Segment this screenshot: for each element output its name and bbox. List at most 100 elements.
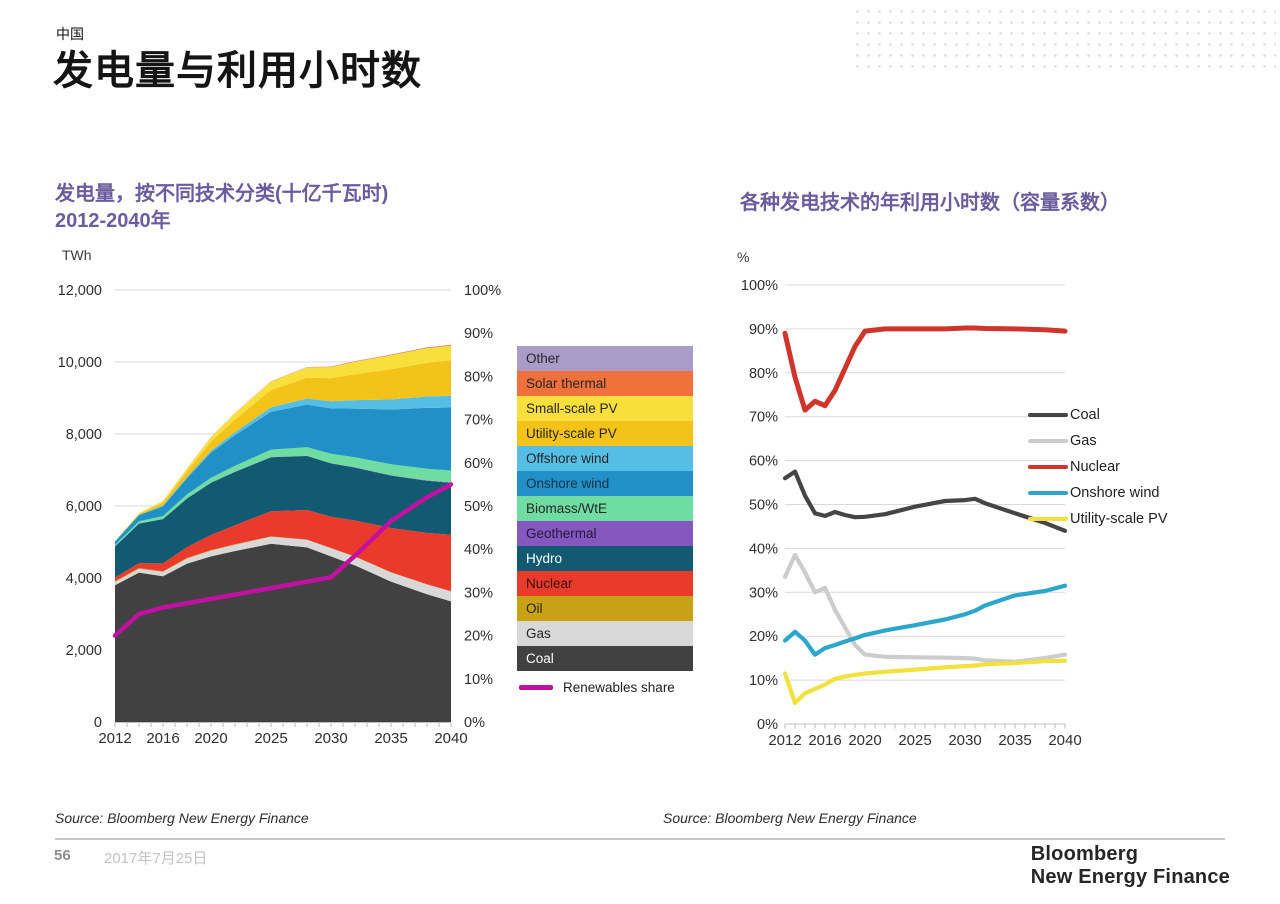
svg-text:40%: 40% [749, 541, 778, 557]
svg-text:2040: 2040 [1048, 732, 1081, 748]
bnef-logo: Bloomberg New Energy Finance [1031, 843, 1230, 889]
bnef-logo-line2: New Energy Finance [1030, 866, 1230, 888]
capacity-factor-line-onshore-wind [782, 583, 1068, 657]
country-label: 中国 [56, 26, 84, 42]
svg-text:60%: 60% [749, 454, 778, 470]
svg-text:90%: 90% [749, 322, 778, 338]
svg-text:2030: 2030 [314, 730, 347, 747]
area-band-small-scale-pv [115, 345, 451, 542]
legend-swatch-nuclear [1028, 465, 1068, 469]
svg-text:10%: 10% [749, 673, 778, 689]
svg-text:70%: 70% [749, 410, 778, 426]
renewables-legend-label: Renewables share [563, 680, 675, 695]
legend-item-small-scale-pv: Small-scale PV [517, 396, 693, 421]
svg-text:4,000: 4,000 [66, 571, 102, 587]
svg-text:0%: 0% [757, 717, 778, 733]
renewables-line-swatch [519, 685, 553, 690]
legend-swatch-onshore-wind [1028, 491, 1068, 495]
legend-label-nuclear: Nuclear [1070, 459, 1120, 475]
legend-label-gas: Gas [1070, 433, 1097, 449]
area-band-coal [115, 543, 451, 722]
svg-text:90%: 90% [464, 326, 493, 342]
area-band-hydro [115, 456, 451, 578]
svg-text:80%: 80% [464, 369, 493, 385]
svg-text:6,000: 6,000 [66, 499, 102, 515]
bnef-logo-line1: Bloomberg [1030, 843, 1139, 865]
legend-label-onshore-wind: Onshore wind [1070, 485, 1160, 501]
svg-text:40%: 40% [464, 542, 493, 558]
svg-text:2035: 2035 [998, 732, 1031, 748]
svg-text:0: 0 [94, 715, 102, 731]
svg-text:80%: 80% [749, 366, 778, 382]
capacity-factor-line-chart: 100% 90% 80% 70% 60% 50% 40% 30% 20% 10% 0%2012 201… [741, 278, 1082, 748]
right-axis-unit-label: % [737, 249, 750, 265]
svg-text:2020: 2020 [194, 730, 227, 747]
svg-text:50%: 50% [464, 499, 493, 515]
svg-text:30%: 30% [749, 585, 778, 601]
legend-item-gas: Gas [517, 621, 693, 646]
svg-text:30%: 30% [464, 585, 493, 601]
legend-swatch-gas [1028, 439, 1068, 443]
legend-item-other: Other [517, 346, 693, 371]
area-band-onshore-wind [115, 404, 451, 545]
source-note-left: Source: Bloomberg New Energy Finance [55, 810, 309, 826]
right-chart-title: 各种发电技术的年利用小时数（容量系数） [740, 192, 1120, 214]
left-chart-title: 发电量，按不同技术分类(十亿千瓦时) 2012-2040年 [55, 181, 545, 235]
svg-text:100%: 100% [464, 283, 501, 299]
legend-label-coal: Coal [1070, 407, 1100, 423]
footer-divider [55, 838, 1225, 840]
legend-item-coal: Coal [1028, 402, 1168, 428]
svg-text:8,000: 8,000 [66, 427, 102, 443]
svg-text:20%: 20% [464, 629, 493, 645]
generation-stacked-area-chart: 12,000 10,000 8,000 6,000 4,000 2,000 0 100% 90%… [58, 283, 502, 747]
svg-text:2016: 2016 [808, 732, 841, 748]
left-chart-title-line1: 发电量，按不同技术分类(十亿千瓦时) [55, 183, 389, 205]
slide-date: 2017年7月25日 [104, 850, 208, 867]
left-chart-title-line2: 2012-2040年 [55, 210, 171, 232]
capacity-factor-line-gas [782, 552, 1068, 664]
legend-item-utility-scale-pv: Utility-scale PV [517, 421, 693, 446]
page-number: 56 [54, 847, 71, 864]
capacity-factor-line-coal [782, 469, 1068, 533]
legend-item-solar-thermal: Solar thermal [517, 371, 693, 396]
legend-item-nuclear: Nuclear [1028, 454, 1168, 480]
legend-item-oil: Oil [517, 596, 693, 621]
legend-swatch-utility-scale-pv [1028, 517, 1068, 521]
legend-label-utility-scale-pv: Utility-scale PV [1070, 511, 1168, 527]
svg-text:2025: 2025 [254, 730, 287, 747]
area-band-utility-scale-pv [115, 360, 451, 542]
legend-item-nuclear: Nuclear [517, 571, 693, 596]
svg-text:2030: 2030 [948, 732, 981, 748]
svg-text:100%: 100% [741, 278, 778, 294]
legend-swatch-coal [1028, 413, 1068, 417]
renewables-share-legend: Renewables share [519, 680, 675, 695]
source-note-right: Source: Bloomberg New Energy Finance [663, 810, 917, 826]
svg-text:2020: 2020 [848, 732, 881, 748]
svg-text:2035: 2035 [374, 730, 407, 747]
svg-text:0%: 0% [464, 715, 485, 731]
legend-item-utility-scale-pv: Utility-scale PV [1028, 506, 1168, 532]
svg-text:2012: 2012 [768, 732, 801, 748]
legend-item-biomass-wte: Biomass/WtE [517, 496, 693, 521]
svg-text:10,000: 10,000 [58, 355, 102, 371]
legend-item-gas: Gas [1028, 428, 1168, 454]
renewables-share-line [112, 482, 454, 638]
svg-text:2040: 2040 [434, 730, 467, 747]
capacity-factor-line-utility-scale-pv [782, 658, 1068, 705]
left-axis-unit-label: TWh [62, 247, 92, 263]
svg-text:2,000: 2,000 [66, 643, 102, 659]
dot-pattern-decoration [852, 6, 1276, 74]
legend-item-onshore-wind: Onshore wind [517, 471, 693, 496]
svg-text:2016: 2016 [146, 730, 179, 747]
legend-item-coal: Coal [517, 646, 693, 671]
legend-item-geothermal: Geothermal [517, 521, 693, 546]
svg-text:10%: 10% [464, 672, 493, 688]
svg-text:70%: 70% [464, 413, 493, 429]
svg-text:12,000: 12,000 [58, 283, 102, 299]
legend-item-onshore-wind: Onshore wind [1028, 480, 1168, 506]
svg-text:50%: 50% [749, 498, 778, 514]
svg-text:60%: 60% [464, 456, 493, 472]
legend-item-offshore-wind: Offshore wind [517, 446, 693, 471]
area-band-nuclear [115, 510, 451, 592]
